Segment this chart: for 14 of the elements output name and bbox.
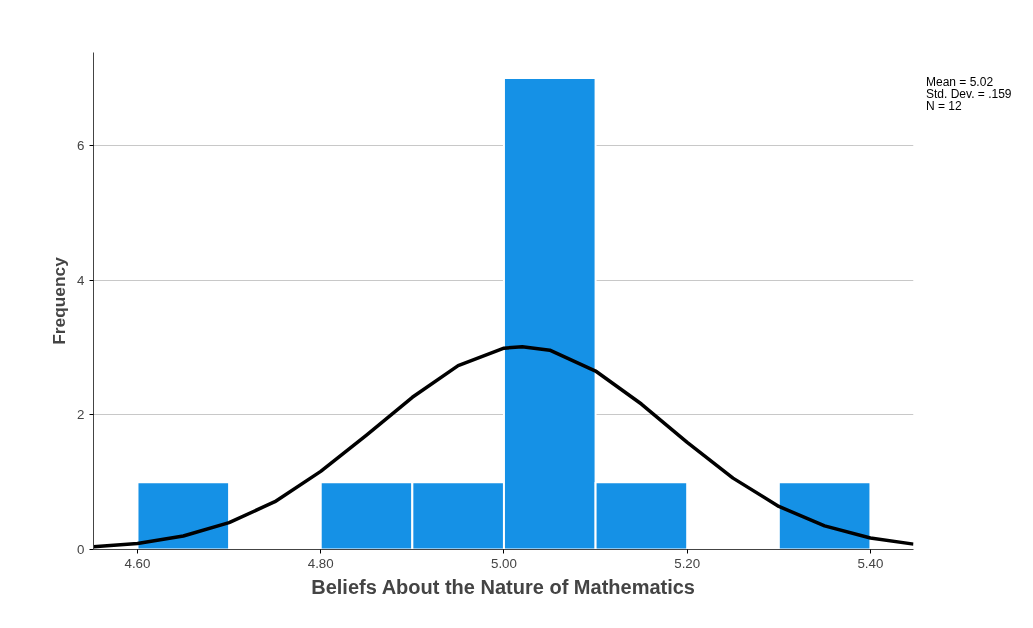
text: Mean = 5.02 bbox=[926, 75, 994, 89]
x-tick-label: 5.00 bbox=[490, 555, 517, 571]
x-tick-label: 5.20 bbox=[674, 555, 701, 571]
x-tick-label: 5.40 bbox=[857, 555, 884, 571]
text: Std. Dev. = .159 bbox=[926, 87, 1012, 101]
y-axis-title: Frequency bbox=[49, 256, 70, 345]
y-tick-label: 6 bbox=[77, 137, 85, 153]
y-tick-label: 2 bbox=[77, 407, 85, 423]
x-tick-label: 4.60 bbox=[124, 555, 151, 571]
x-tick-label: 4.80 bbox=[307, 555, 334, 571]
y-tick-label: 4 bbox=[77, 272, 86, 288]
y-tick-label: 0 bbox=[77, 542, 85, 557]
x-axis-title: Beliefs About the Nature of Mathematics bbox=[311, 575, 696, 598]
text: N = 12 bbox=[926, 99, 962, 113]
